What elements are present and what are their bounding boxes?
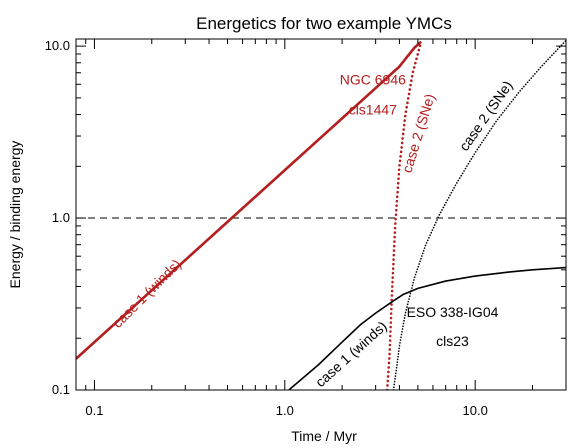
annotation-eso-id: cls23 (436, 333, 469, 349)
annotation-ngc-case2: case 2 (SNe) (399, 92, 438, 175)
annotation-eso-case1: case 1 (winds) (312, 318, 390, 390)
chart-title: Energetics for two example YMCs (196, 14, 452, 33)
annotation-ngc-case1: case 1 (winds) (109, 256, 184, 331)
series-eso-winds (288, 266, 566, 390)
series-ngc-winds (76, 40, 422, 360)
series-ngc-sne (385, 40, 423, 390)
x-tick-label: 0.1 (85, 403, 103, 418)
annotation-ngc-name: NGC 6946 (340, 71, 406, 87)
y-tick-label: 10.0 (45, 38, 70, 53)
y-tick-label: 0.1 (52, 382, 70, 397)
annotation-ngc-id: cls1447 (349, 102, 397, 118)
series-eso-sne (392, 39, 566, 390)
annotation-eso-name: ESO 338-IG04 (407, 304, 499, 320)
plot-content (76, 39, 566, 390)
ticks: 0.1 1.0 10.0 0.1 1.0 10.0 (45, 38, 567, 418)
x-tick-label: 1.0 (276, 403, 294, 418)
x-axis-title: Time / Myr (291, 428, 357, 444)
plot-frame (75, 38, 567, 391)
y-axis-title: Energy / binding energy (7, 141, 23, 289)
y-tick-label: 1.0 (52, 210, 70, 225)
annotation-eso-case2: case 2 (SNe) (456, 78, 516, 154)
x-tick-label: 10.0 (463, 403, 488, 418)
annotations: NGC 6946 cls1447 case 1 (winds) case 2 (SNe… (109, 71, 516, 390)
